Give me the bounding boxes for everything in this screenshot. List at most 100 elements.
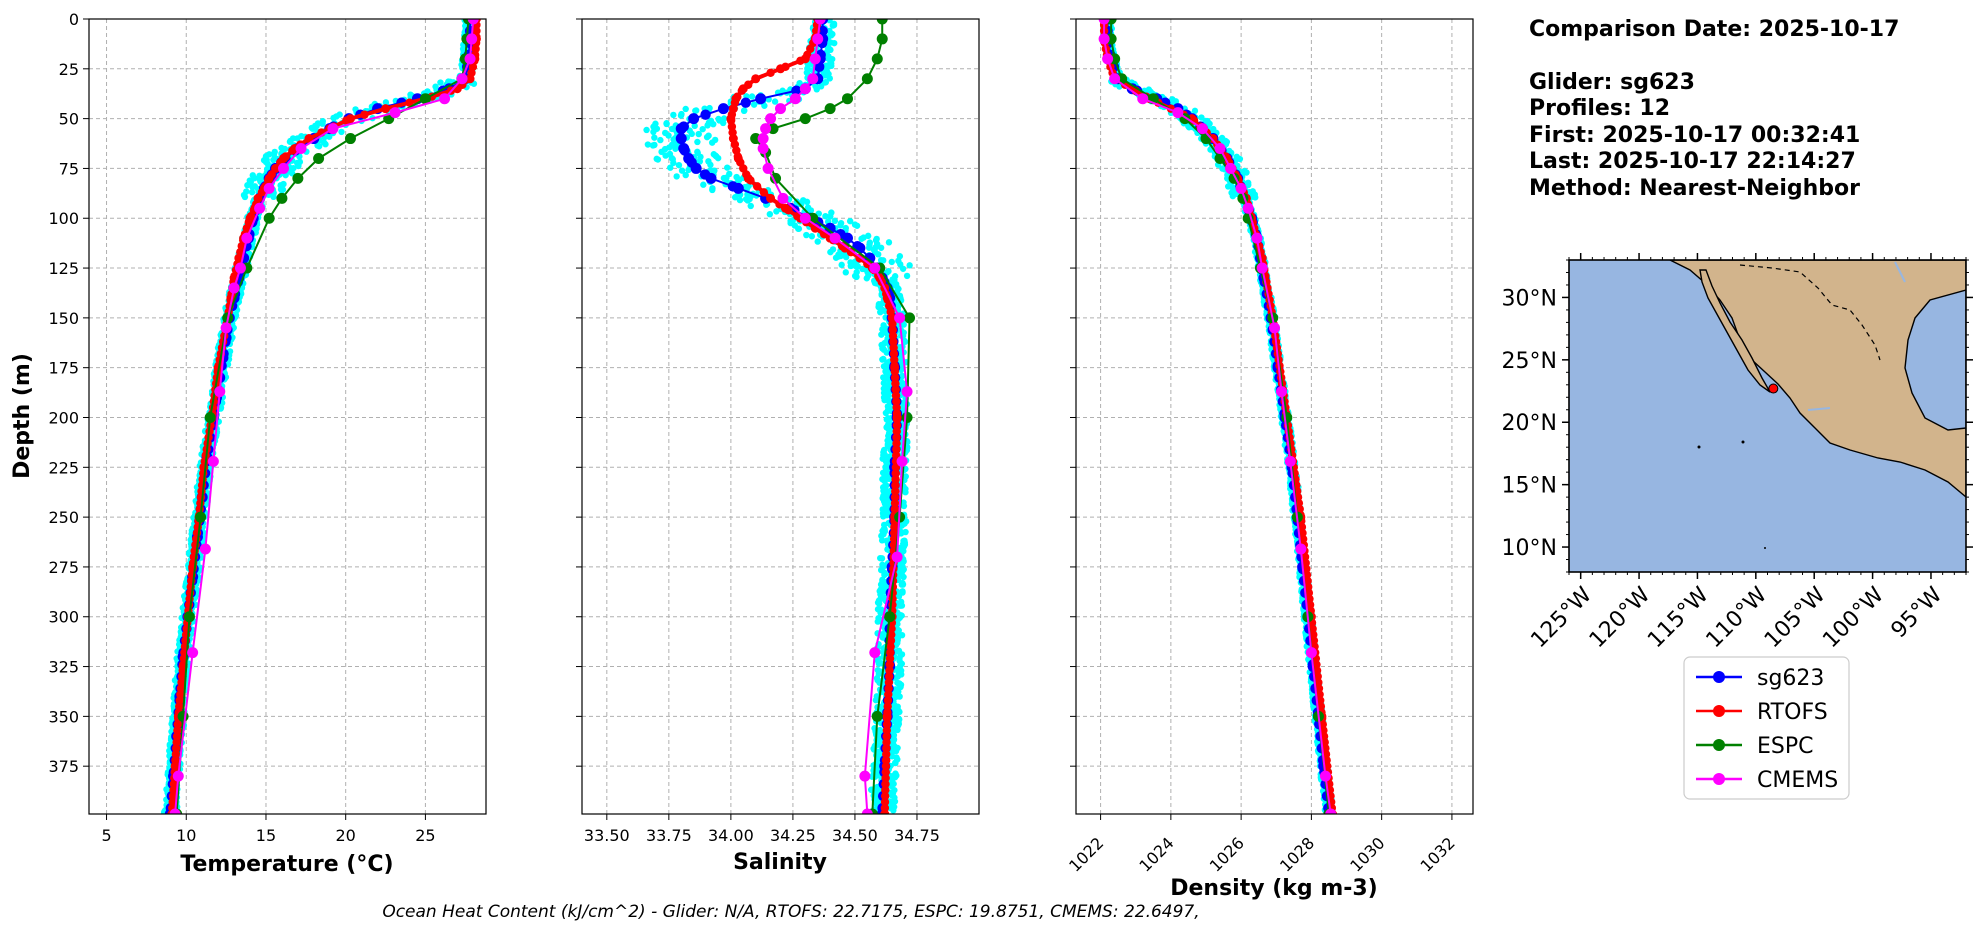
raw-point — [879, 537, 885, 543]
raw-point — [877, 555, 883, 561]
raw-point — [676, 162, 682, 168]
raw-point — [864, 275, 870, 281]
raw-point — [809, 233, 815, 239]
raw-point — [694, 139, 700, 145]
espc-marker — [842, 93, 853, 104]
x-tick-label: 34.00 — [708, 826, 754, 845]
raw-point — [1192, 108, 1198, 114]
raw-point — [657, 137, 663, 143]
y-tick-label: 200 — [48, 408, 79, 427]
x-tick-label: 5 — [101, 826, 111, 845]
cmems-marker — [221, 322, 232, 333]
y-tick-label: 375 — [48, 757, 79, 776]
y-tick-label: 300 — [48, 608, 79, 627]
y-tick-label: 150 — [48, 309, 79, 328]
raw-point — [773, 208, 779, 214]
cmems-marker — [765, 113, 776, 124]
raw-point — [715, 155, 721, 161]
rtofs-marker — [753, 182, 761, 190]
espc-marker — [825, 103, 836, 114]
raw-point — [804, 199, 810, 205]
raw-point — [832, 218, 838, 224]
cmems-marker — [892, 551, 903, 562]
salinity-axes-frame — [582, 19, 979, 814]
espc-marker — [178, 711, 189, 722]
raw-point — [853, 274, 859, 280]
cmems-marker — [214, 386, 225, 397]
cmems-marker — [812, 33, 823, 44]
rtofs-marker — [781, 63, 789, 71]
raw-point — [886, 239, 892, 245]
espc-marker — [345, 133, 356, 144]
y-tick-label: 100 — [48, 209, 79, 228]
cmems-marker — [235, 263, 246, 274]
raw-point — [858, 236, 864, 242]
raw-point — [249, 189, 255, 195]
sg623-marker — [680, 145, 690, 155]
raw-point — [709, 187, 715, 193]
raw-point — [899, 632, 905, 638]
raw-point — [843, 269, 849, 275]
cmems-marker — [902, 386, 913, 397]
sg623-marker — [688, 113, 699, 124]
espc-marker — [205, 412, 216, 423]
cmems-marker — [278, 163, 289, 174]
x-tick-label: 33.75 — [646, 826, 692, 845]
cmems-marker — [173, 771, 184, 782]
cmems-marker — [897, 456, 908, 467]
raw-point — [881, 397, 887, 403]
raw-point — [650, 129, 656, 135]
y-tick-label: 325 — [48, 658, 79, 677]
x-tick-label: 34.75 — [894, 826, 940, 845]
y-tick-label: 225 — [48, 458, 79, 477]
raw-point — [880, 257, 886, 263]
temperature-series — [165, 14, 481, 820]
raw-point — [822, 213, 828, 219]
espc-marker — [877, 33, 888, 44]
raw-point — [767, 211, 773, 217]
raw-point — [889, 259, 895, 265]
raw-point — [665, 132, 671, 138]
cmems-marker — [466, 33, 477, 44]
depth-ylabel: Depth (m) — [10, 353, 35, 479]
raw-point — [278, 145, 284, 151]
cmems-marker — [327, 123, 338, 134]
raw-point — [880, 307, 886, 313]
espc-marker — [313, 153, 324, 164]
cmems-marker — [390, 107, 401, 118]
raw-point — [270, 194, 276, 200]
y-tick-label: 0 — [69, 10, 79, 29]
raw-point — [878, 245, 884, 251]
raw-point — [803, 232, 809, 238]
x-tick-label: 15 — [256, 826, 276, 845]
salinity-y-ticks — [576, 19, 582, 766]
cmems-marker — [296, 143, 307, 154]
raw-point — [1230, 193, 1236, 199]
cmems-marker — [763, 163, 774, 174]
raw-point — [890, 807, 896, 813]
espc-marker — [902, 412, 913, 423]
salinity-xlabel: Salinity — [733, 850, 827, 875]
raw-point — [831, 22, 837, 28]
sg623-marker — [700, 109, 710, 119]
raw-point — [678, 112, 684, 118]
x-tick-label: 33.50 — [584, 826, 630, 845]
cmems-marker — [810, 53, 821, 64]
raw-point — [692, 108, 698, 114]
raw-point — [673, 173, 679, 179]
raw-point — [880, 531, 886, 537]
raw-point — [720, 120, 726, 126]
raw-point — [1237, 156, 1243, 162]
cmems-marker — [807, 73, 818, 84]
raw-point — [705, 132, 711, 138]
espc-marker — [884, 611, 895, 622]
y-tick-label: 250 — [48, 508, 79, 527]
espc-marker — [264, 213, 275, 224]
raw-point — [744, 197, 750, 203]
raw-point — [749, 93, 755, 99]
raw-point — [709, 139, 715, 145]
x-tick-label: 34.25 — [770, 826, 816, 845]
cmems-marker — [800, 83, 811, 94]
raw-point — [901, 503, 907, 509]
